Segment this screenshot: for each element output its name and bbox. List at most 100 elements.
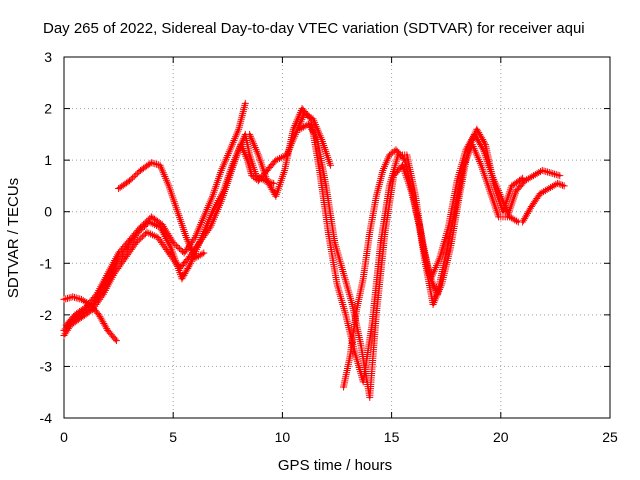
data-point	[93, 300, 96, 304]
data-point	[438, 256, 441, 260]
data-point	[394, 148, 398, 152]
data-point	[562, 184, 566, 188]
data-point	[158, 164, 162, 167]
data-point	[62, 329, 66, 332]
data-point	[429, 277, 433, 280]
data-point	[257, 179, 260, 182]
data-point	[246, 158, 249, 162]
data-point	[333, 241, 337, 244]
data-point	[193, 236, 197, 239]
y-tick-label: -2	[40, 307, 53, 323]
data-point	[97, 313, 101, 317]
data-point	[499, 195, 502, 198]
data-point	[222, 189, 225, 193]
data-point	[185, 236, 188, 239]
data-point	[514, 189, 518, 193]
data-point	[115, 339, 118, 342]
data-point	[362, 277, 365, 280]
plus-markers	[519, 179, 568, 226]
data-point	[89, 303, 92, 306]
x-tick-label: 20	[493, 429, 509, 445]
data-point	[329, 164, 332, 167]
data-point	[106, 329, 109, 332]
data-point	[351, 303, 354, 306]
data-point	[117, 251, 120, 255]
plus-markers	[62, 99, 249, 329]
data-point	[274, 158, 278, 162]
chart-title: Day 265 of 2022, Sidereal Day-to-day VTE…	[43, 20, 585, 37]
data-point	[172, 241, 175, 244]
series-track-4	[60, 293, 120, 345]
data-point	[501, 210, 505, 213]
data-point	[180, 277, 184, 280]
data-point	[532, 174, 535, 177]
data-point	[327, 231, 330, 234]
data-point	[359, 344, 363, 347]
data-point	[388, 153, 391, 157]
data-point	[348, 354, 352, 358]
data-point	[272, 182, 275, 185]
data-point	[62, 298, 66, 301]
data-point	[71, 295, 74, 299]
data-point	[549, 171, 553, 175]
data-point	[156, 236, 160, 239]
data-point	[517, 220, 520, 224]
data-point	[431, 303, 435, 306]
axes	[63, 56, 611, 419]
data-point	[383, 231, 387, 234]
data-point	[167, 184, 171, 188]
data-point	[230, 164, 234, 167]
data-point	[64, 323, 68, 327]
data-point	[193, 256, 197, 260]
data-point	[80, 298, 83, 301]
plot-frame	[63, 56, 611, 419]
data-point	[342, 385, 345, 389]
data-point	[150, 215, 153, 219]
data-point	[556, 182, 559, 185]
data-point	[102, 293, 105, 296]
data-point	[320, 138, 323, 141]
data-point	[375, 195, 378, 198]
data-point	[202, 215, 205, 219]
data-point	[200, 236, 203, 239]
data-point	[475, 128, 478, 131]
data-point	[106, 272, 109, 275]
data-point	[381, 169, 385, 172]
y-tick-label: 0	[44, 204, 52, 220]
data-point	[182, 251, 186, 255]
data-point	[248, 153, 251, 157]
data-point	[447, 225, 450, 229]
data-point	[211, 210, 214, 213]
data-point	[62, 334, 66, 337]
data-point	[265, 179, 269, 182]
data-point	[309, 117, 312, 121]
data-point	[139, 169, 142, 172]
data-point	[436, 293, 439, 296]
y-tick-label: 2	[44, 101, 52, 117]
data-point	[169, 246, 173, 250]
data-point	[145, 231, 149, 234]
data-point	[248, 133, 251, 136]
data-point	[547, 187, 551, 190]
data-point	[220, 169, 223, 172]
data-point	[128, 179, 131, 182]
data-point	[508, 215, 511, 219]
data-point	[484, 143, 487, 146]
data-point	[521, 220, 524, 224]
y-axis-title: SDTVAR / TECUs	[5, 178, 22, 298]
data-point	[479, 164, 483, 167]
data-point	[523, 179, 527, 182]
data-point	[344, 313, 347, 317]
data-point	[342, 272, 345, 275]
data-point	[405, 153, 409, 157]
data-point	[300, 107, 304, 110]
data-point	[473, 133, 476, 136]
data-point	[420, 241, 424, 244]
x-axis-title: GPS time / hours	[278, 457, 392, 474]
data-point	[482, 148, 485, 152]
data-point	[250, 174, 254, 177]
data-point	[283, 169, 286, 172]
data-point	[307, 122, 310, 126]
data-point	[202, 251, 205, 255]
x-tick-label: 10	[275, 429, 291, 445]
